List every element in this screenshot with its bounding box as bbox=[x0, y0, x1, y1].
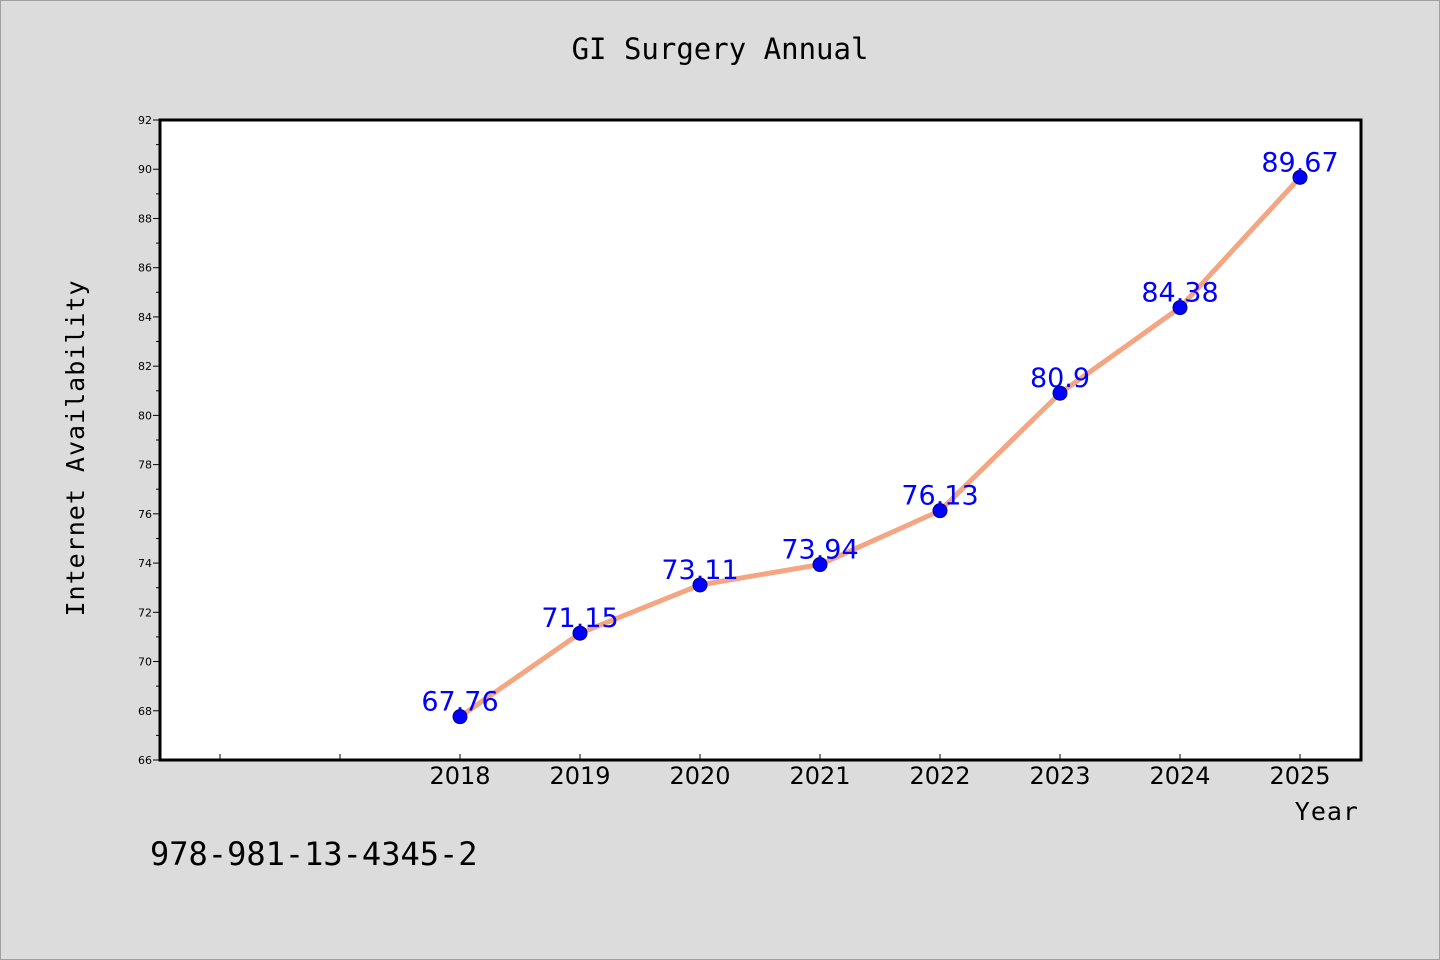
y-tick-label: 72 bbox=[138, 606, 152, 619]
data-label: 89.67 bbox=[1261, 147, 1338, 178]
data-point bbox=[572, 625, 588, 641]
y-tick-label: 68 bbox=[138, 705, 152, 718]
y-tick-label: 80 bbox=[138, 409, 152, 422]
x-axis-label: Year bbox=[1295, 797, 1359, 826]
data-label: 73.94 bbox=[781, 535, 858, 566]
y-tick-label: 92 bbox=[138, 114, 152, 127]
series-line bbox=[457, 174, 1303, 720]
y-tick-label: 90 bbox=[138, 163, 152, 176]
data-point bbox=[812, 557, 828, 573]
y-tick-label: 86 bbox=[138, 262, 152, 275]
series-layer bbox=[452, 169, 1308, 725]
x-tick-label: 2024 bbox=[1149, 762, 1210, 790]
data-label: 73.11 bbox=[661, 555, 738, 586]
y-axis: 66 68 70 72 74 76 78 80 82 84 86 88 90 92 bbox=[138, 114, 160, 767]
data-point bbox=[452, 709, 468, 725]
data-point bbox=[932, 503, 948, 519]
x-tick-label: 2019 bbox=[549, 762, 610, 790]
y-tick-label: 70 bbox=[138, 656, 152, 669]
isbn-label: 978-981-13-4345-2 bbox=[150, 835, 478, 873]
y-tick-label: 88 bbox=[138, 212, 152, 225]
y-axis-label: Internet Availability bbox=[61, 279, 90, 616]
y-tick-label: 82 bbox=[138, 360, 152, 373]
y-tick-label: 84 bbox=[138, 311, 152, 324]
data-label: 71.15 bbox=[541, 603, 618, 634]
plot-area bbox=[158, 118, 1363, 762]
data-labels: 67.76 71.15 73.11 73.94 76.13 80.9 84.38 89.67 bbox=[421, 147, 1338, 717]
data-point bbox=[1052, 385, 1068, 401]
x-tick-label: 2020 bbox=[669, 762, 730, 790]
y-tick-label: 74 bbox=[138, 557, 152, 570]
x-tick-label: 2021 bbox=[789, 762, 850, 790]
data-label: 80.9 bbox=[1030, 363, 1090, 394]
x-tick-label: 2018 bbox=[429, 762, 490, 790]
data-point bbox=[1292, 169, 1308, 185]
x-axis: 2018 2019 2020 2021 2022 2023 2024 2025 bbox=[219, 754, 1331, 790]
x-tick-label: 2025 bbox=[1269, 762, 1330, 790]
y-tick-label: 78 bbox=[138, 459, 152, 472]
data-label: 84.38 bbox=[1141, 278, 1218, 309]
data-label: 76.13 bbox=[901, 481, 978, 512]
chart-title: GI Surgery Annual bbox=[571, 32, 869, 66]
y-tick-label: 66 bbox=[138, 754, 152, 767]
y-tick-label: 76 bbox=[138, 508, 152, 521]
data-point bbox=[692, 577, 708, 593]
data-label: 67.76 bbox=[421, 687, 498, 718]
x-tick-label: 2023 bbox=[1029, 762, 1090, 790]
x-tick-label: 2022 bbox=[909, 762, 970, 790]
data-point bbox=[1172, 300, 1188, 316]
